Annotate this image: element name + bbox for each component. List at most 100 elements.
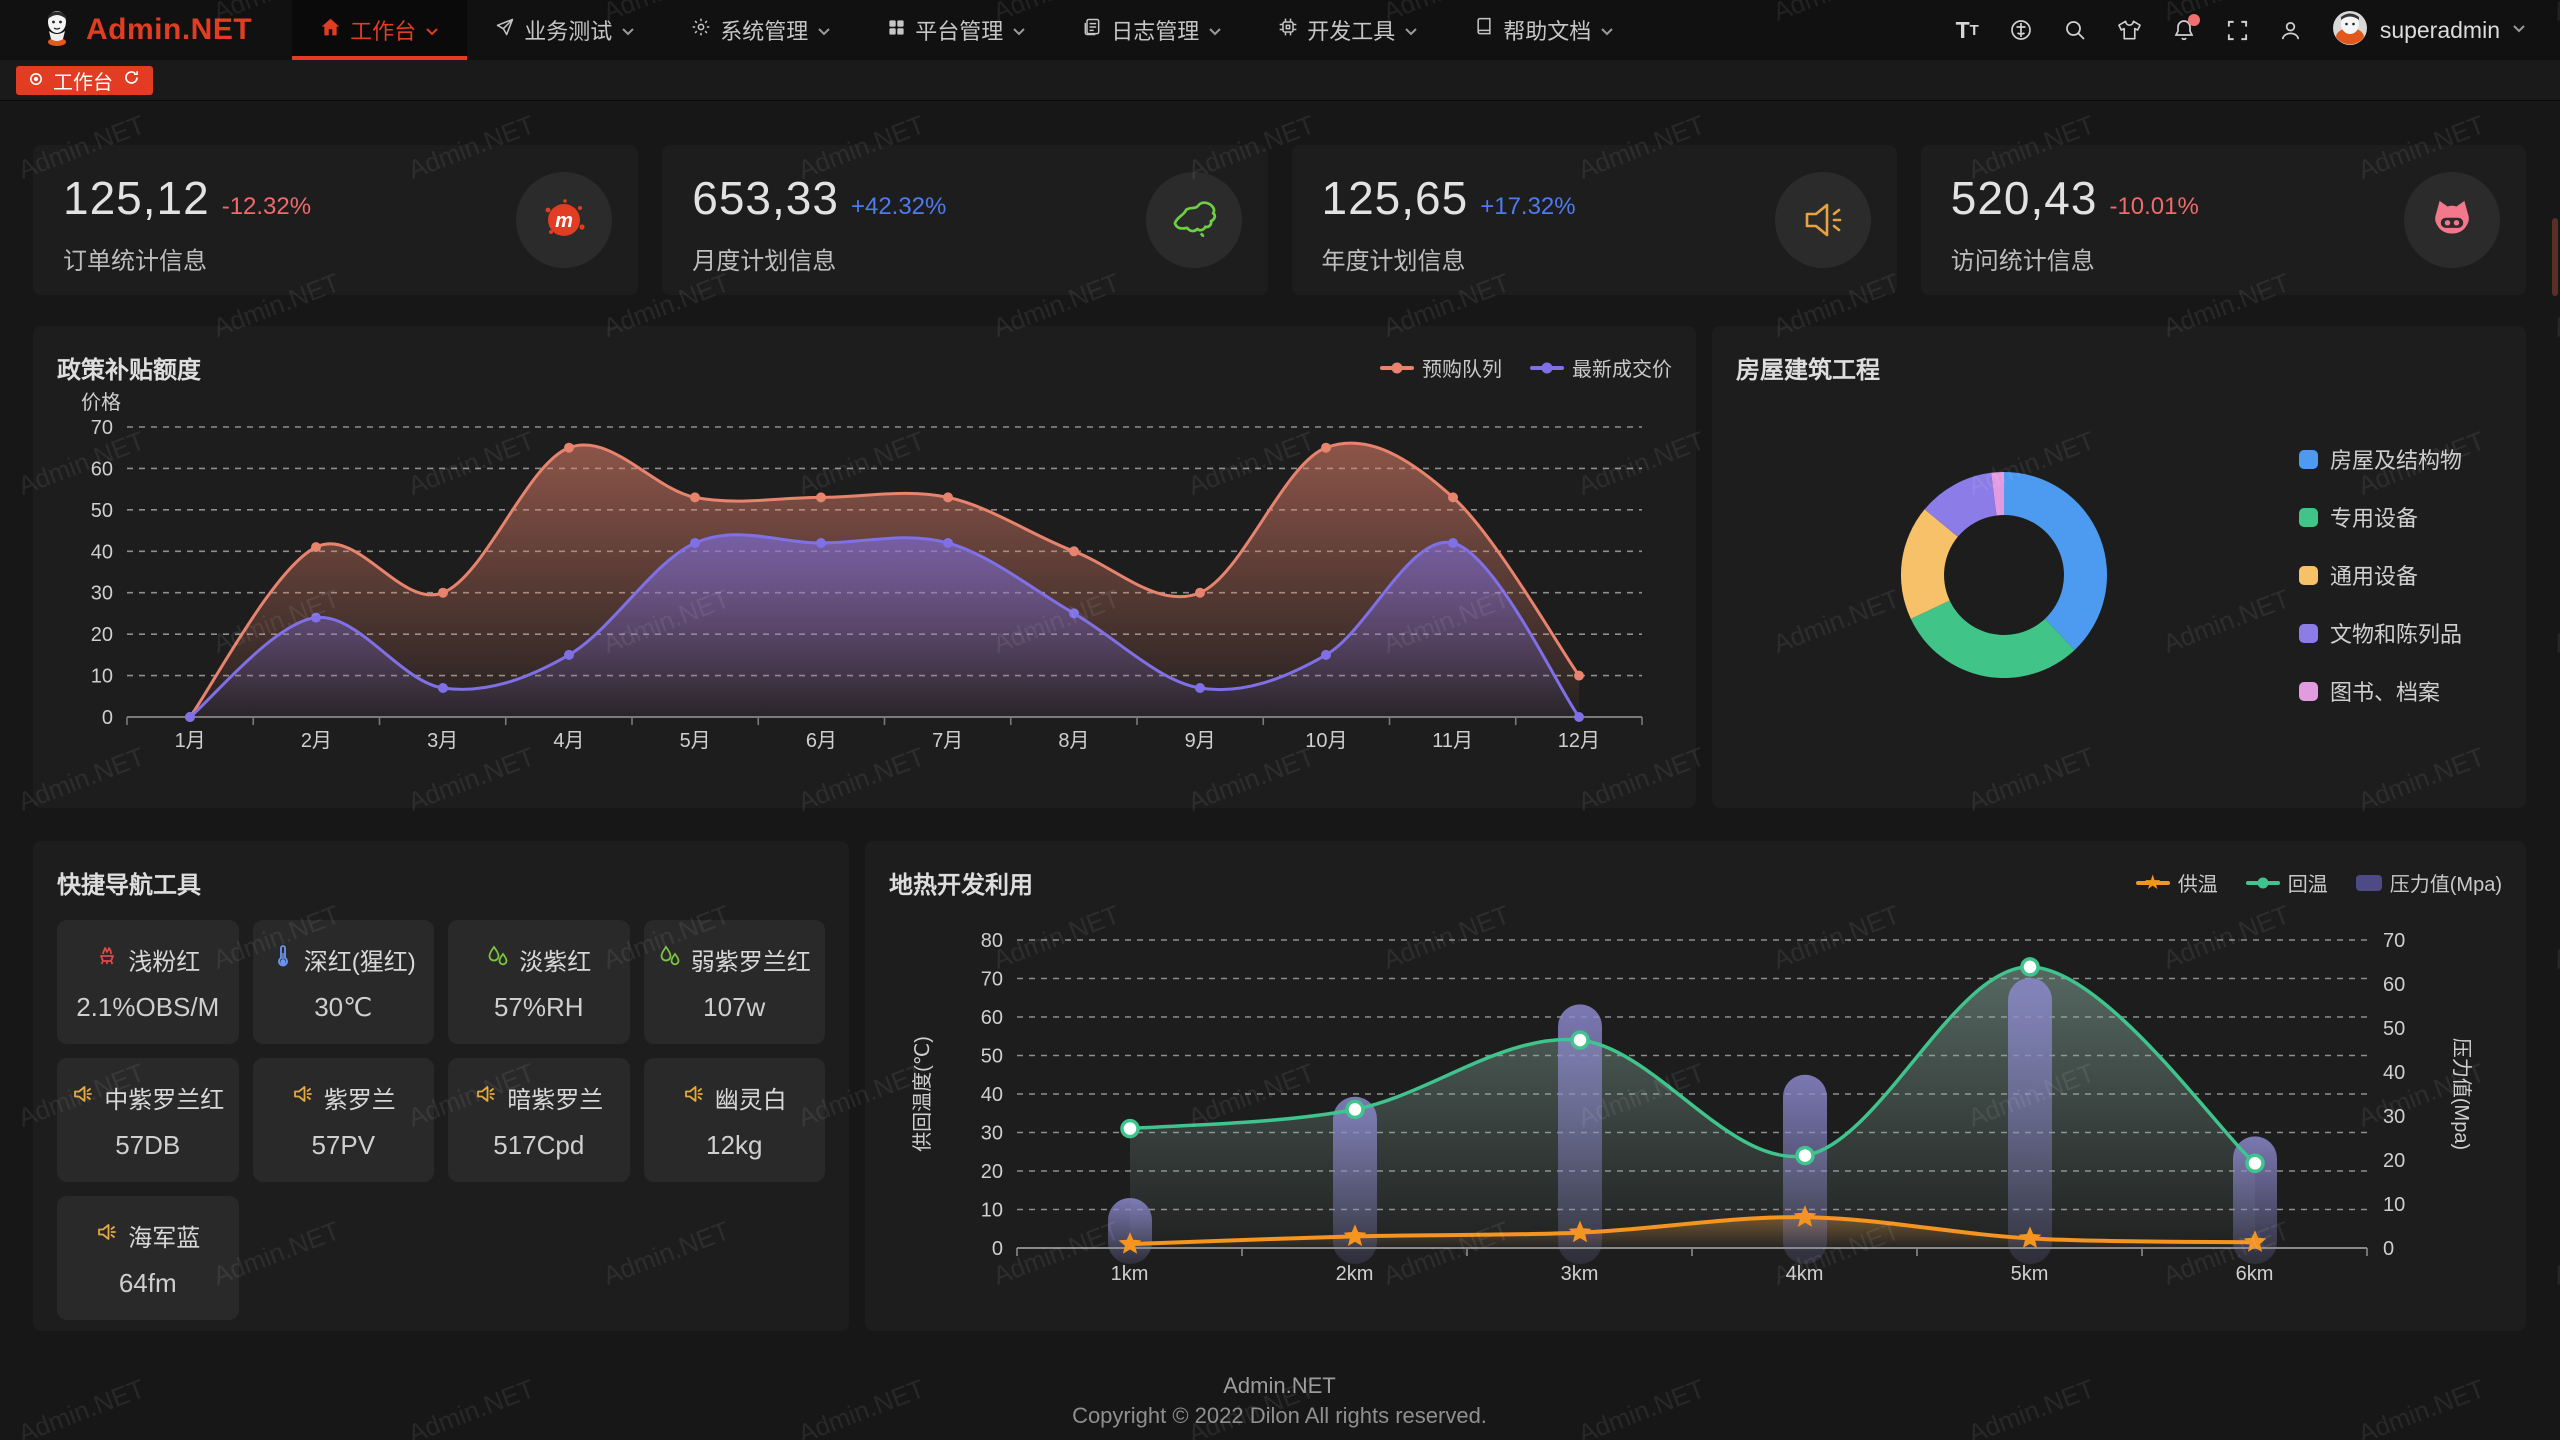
chevron-down-icon [1208,17,1222,43]
navbar: Admin.NET 工作台 业务测试 系统管理 平台管理 日志管理 [0,0,2560,60]
quick-nav-value: 517Cpd [493,1129,585,1160]
gear-icon [691,17,711,43]
quick-nav-value: 30℃ [314,991,373,1022]
stat-card-orders: 125,12 -12.32% 订单统计信息 m [33,145,639,295]
search-icon[interactable] [2063,18,2087,42]
stat-delta: -12.32% [221,193,312,220]
speaker-icon [291,1082,315,1113]
svg-text:30: 30 [91,583,113,605]
menu-item-platform[interactable]: 平台管理 [859,0,1054,60]
quick-nav-button[interactable]: 海军蓝 64fm [57,1196,239,1320]
quick-nav-value: 57DB [115,1129,181,1160]
logo[interactable]: Admin.NET [0,0,292,60]
notification-bell-icon[interactable] [2172,14,2200,42]
humidity-icon [658,944,682,975]
legend-item[interactable]: ★ 供温 [2135,868,2218,897]
workbench-page: 125,12 -12.32% 订单统计信息 m 653,33 +42.32% 月度计… [0,101,2560,1431]
menu-item-workbench[interactable]: 工作台 [292,0,468,60]
legend-bar-marker [2355,874,2382,891]
stat-card-visits: 520,43 -10.01% 访问统计信息 [1920,145,2526,295]
svg-text:60: 60 [2383,974,2405,996]
charts-row: 政策补贴额度 预购队列 最新成交价 价格 0 10 20 30 40 50 60 70 1月 2月 3… [33,326,2526,808]
menu-item-devtools[interactable]: 开发工具 [1250,0,1446,60]
user-menu[interactable]: superadmin [2332,10,2526,51]
menu-item-help[interactable]: 帮助文档 [1446,0,1642,60]
chevron-down-icon [621,17,635,43]
panel-title: 政策补贴额度 [57,357,201,384]
avatar [2332,10,2368,51]
quick-nav-button[interactable]: 淡紫红 57%RH [448,920,630,1044]
svg-text:40: 40 [91,541,113,563]
scrollbar-thumb[interactable] [2552,218,2558,296]
policy-chart-card: 政策补贴额度 预购队列 最新成交价 价格 0 10 20 30 40 50 60 70 1月 2月 3… [33,326,1696,808]
stat-value: 125,12 [63,172,210,224]
geothermal-chart-card: 地热开发利用 ★ 供温 回温 压力值(Mpa) 0 10 20 30 40 50 60 70 80… [865,841,2526,1331]
tab-label: 工作台 [53,71,113,94]
legend-line-marker [2245,877,2280,888]
legend-swatch [2299,623,2318,643]
svg-text:10: 10 [981,1200,1003,1222]
menu-label: 业务测试 [524,19,613,44]
quick-nav-value: 64fm [118,1267,177,1298]
fullscreen-icon[interactable] [2226,19,2249,42]
quick-nav-button[interactable]: 紫罗兰 57PV [252,1058,434,1182]
svg-text:价格: 价格 [81,391,121,414]
chevron-down-icon [425,17,439,43]
svg-text:3km: 3km [1561,1263,1599,1285]
menu-label: 开发工具 [1307,19,1396,44]
language-icon[interactable] [2009,18,2033,42]
menu-item-logs[interactable]: 日志管理 [1054,0,1250,60]
book-icon [1474,17,1494,43]
chevron-down-icon [1600,17,1614,43]
svg-text:20: 20 [981,1161,1003,1183]
legend-item[interactable]: 房屋及结构物 [2299,443,2462,475]
logo-icon [40,9,74,52]
svg-text:10月: 10月 [1305,730,1347,752]
quick-nav-button[interactable]: 浅粉红 2.1%OBS/M [57,920,239,1044]
tab-workbench[interactable]: 工作台 [16,65,153,95]
svg-text:2月: 2月 [301,730,332,752]
svg-text:3月: 3月 [427,730,458,752]
menu-item-system[interactable]: 系统管理 [663,0,859,60]
housing-donut-chart [1900,471,2108,679]
quick-nav-button[interactable]: 中紫罗兰红 57DB [57,1058,239,1182]
quick-nav-button[interactable]: 深红(猩红) 30℃ [252,920,434,1044]
legend-item[interactable]: 压力值(Mpa) [2355,868,2502,897]
svg-text:7月: 7月 [932,730,963,752]
svg-text:10: 10 [91,666,113,688]
svg-text:2km: 2km [1336,1263,1374,1285]
legend-item[interactable]: 图书、档案 [2299,675,2462,707]
svg-text:70: 70 [2383,930,2405,952]
stat-card-yearly: 125,65 +17.32% 年度计划信息 [1291,145,1897,295]
theme-shirt-icon[interactable] [2117,18,2142,42]
quick-nav-value: 2.1%OBS/M [76,991,220,1022]
legend-item[interactable]: 预购队列 [1380,353,1502,382]
speaker-icon [71,1082,95,1113]
legend-line-marker [1380,362,1414,373]
footer: Admin.NET Copyright © 2022 Dilon All rig… [33,1371,2526,1431]
menu-item-business-test[interactable]: 业务测试 [467,0,663,60]
quick-nav-button[interactable]: 暗紫罗兰 517Cpd [448,1058,630,1182]
quick-nav-button[interactable]: 弱紫罗兰红 107w [643,920,825,1044]
svg-text:50: 50 [2383,1018,2405,1040]
svg-text:0: 0 [992,1238,1003,1260]
chevron-down-icon [1404,17,1418,43]
svg-text:60: 60 [91,458,113,480]
legend-item[interactable]: 最新成交价 [1530,353,1672,382]
svg-text:12月: 12月 [1558,730,1600,752]
refresh-icon[interactable] [123,69,140,92]
user-icon[interactable] [2279,19,2302,42]
stat-delta: -10.01% [2109,193,2199,220]
menu-label: 工作台 [350,19,417,44]
legend-swatch [2299,681,2318,701]
legend-item[interactable]: 回温 [2245,868,2328,897]
legend-item[interactable]: 文物和陈列品 [2299,617,2462,649]
geothermal-chart: 0 10 20 30 40 50 60 70 80 0 10 20 30 40 50 60 70 供回温度(℃) 压… [911,930,2473,1285]
geo-legend: ★ 供温 回温 压力值(Mpa) [2135,868,2502,897]
notification-badge [2187,14,2200,26]
legend-item[interactable]: 专用设备 [2299,501,2462,533]
quick-nav-button[interactable]: 幽灵白 12kg [643,1058,825,1182]
donut-legend: 房屋及结构物 专用设备 通用设备 文物和陈列品 图书、档案 [2299,443,2462,707]
legend-item[interactable]: 通用设备 [2299,559,2462,591]
